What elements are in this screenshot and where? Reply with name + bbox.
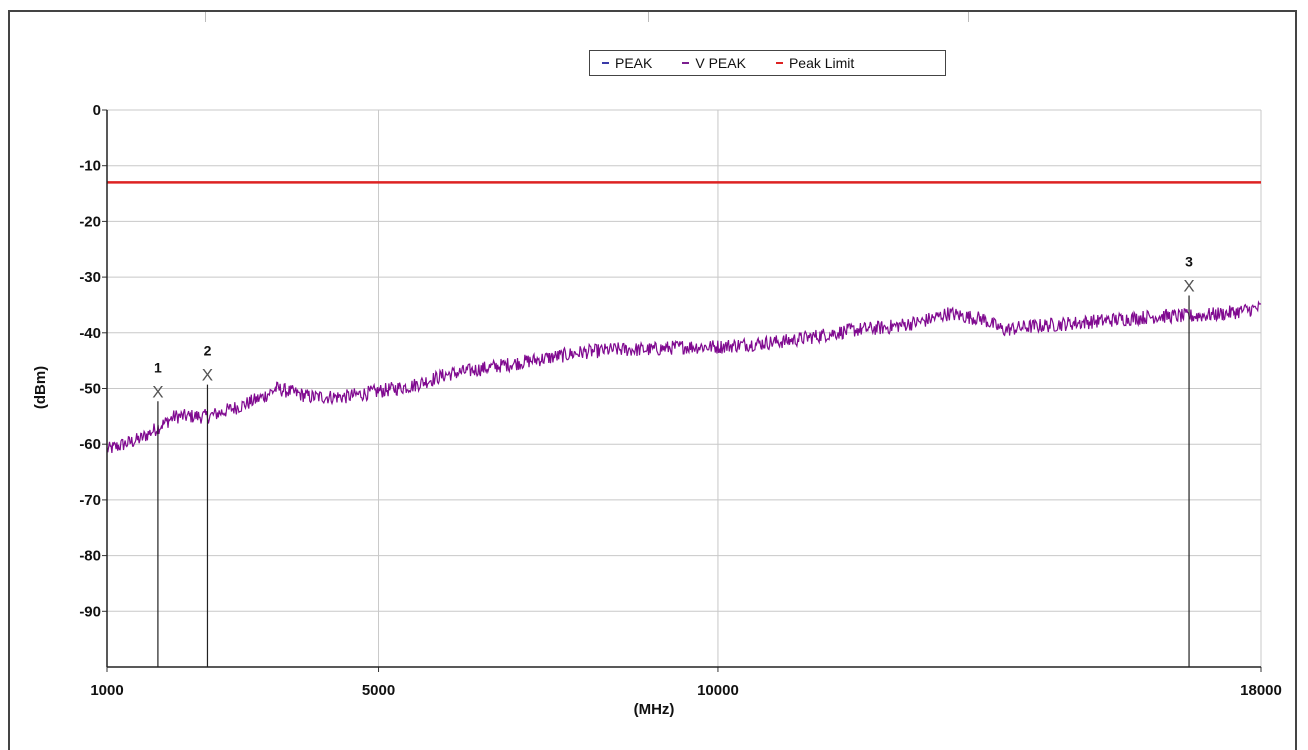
marker-label: 1 (154, 359, 162, 375)
y-tick-label: -70 (79, 492, 101, 509)
legend-swatch-v-peak (682, 62, 690, 64)
y-tick-label: -50 (79, 381, 101, 398)
x-axis-title: (MHz) (634, 701, 675, 718)
legend-label-peak: PEAK (615, 55, 653, 71)
frame-top-tick (648, 12, 649, 22)
legend-label-v-peak: V PEAK (695, 55, 746, 71)
y-tick-label: -30 (79, 269, 101, 286)
marker-x-symbol: X (202, 366, 213, 385)
y-tick-label: -10 (79, 158, 101, 175)
marker-x-symbol: X (1183, 276, 1194, 295)
y-tick-label: 0 (93, 102, 101, 119)
legend-entry-peak: PEAK (602, 55, 652, 71)
y-axis-title: (dBm) (32, 366, 49, 409)
y-tick-label: -80 (79, 548, 101, 565)
marker-label: 2 (204, 343, 212, 359)
legend-label-peak-limit: Peak Limit (788, 55, 855, 71)
series-line-v-peak (106, 300, 1262, 453)
y-tick-label: -90 (79, 603, 101, 620)
chart-legend: PEAK V PEAK Peak Limit (589, 50, 946, 76)
series-layer (106, 181, 1262, 453)
chart-frame (8, 10, 1297, 750)
y-tick-label: -40 (79, 325, 101, 342)
marker-layer: X 1 X 2 X 3 (152, 253, 1195, 667)
x-tick-label: 1000 (90, 682, 123, 699)
legend-swatch-peak-limit (775, 62, 783, 64)
marker-label: 3 (1185, 253, 1193, 269)
frame-top-tick (205, 12, 206, 22)
x-tick-label: 5000 (362, 682, 395, 699)
axis-layer: 0 -10 -20 -30 -40 -50 -60 -70 -80 -90 1000 5000 1000… (79, 102, 1282, 699)
legend-entry-peak-limit: Peak Limit (775, 55, 855, 71)
legend-entry-v-peak: V PEAK (682, 55, 746, 71)
grid-lines (107, 109, 1262, 667)
legend-swatch-peak (602, 62, 609, 64)
x-tick-label: 10000 (697, 682, 739, 699)
frame-top-tick (968, 12, 969, 22)
y-tick-label: -60 (79, 436, 101, 453)
x-tick-label: 18000 (1240, 682, 1282, 699)
marker-x-symbol: X (152, 382, 163, 401)
y-tick-label: -20 (79, 213, 101, 230)
